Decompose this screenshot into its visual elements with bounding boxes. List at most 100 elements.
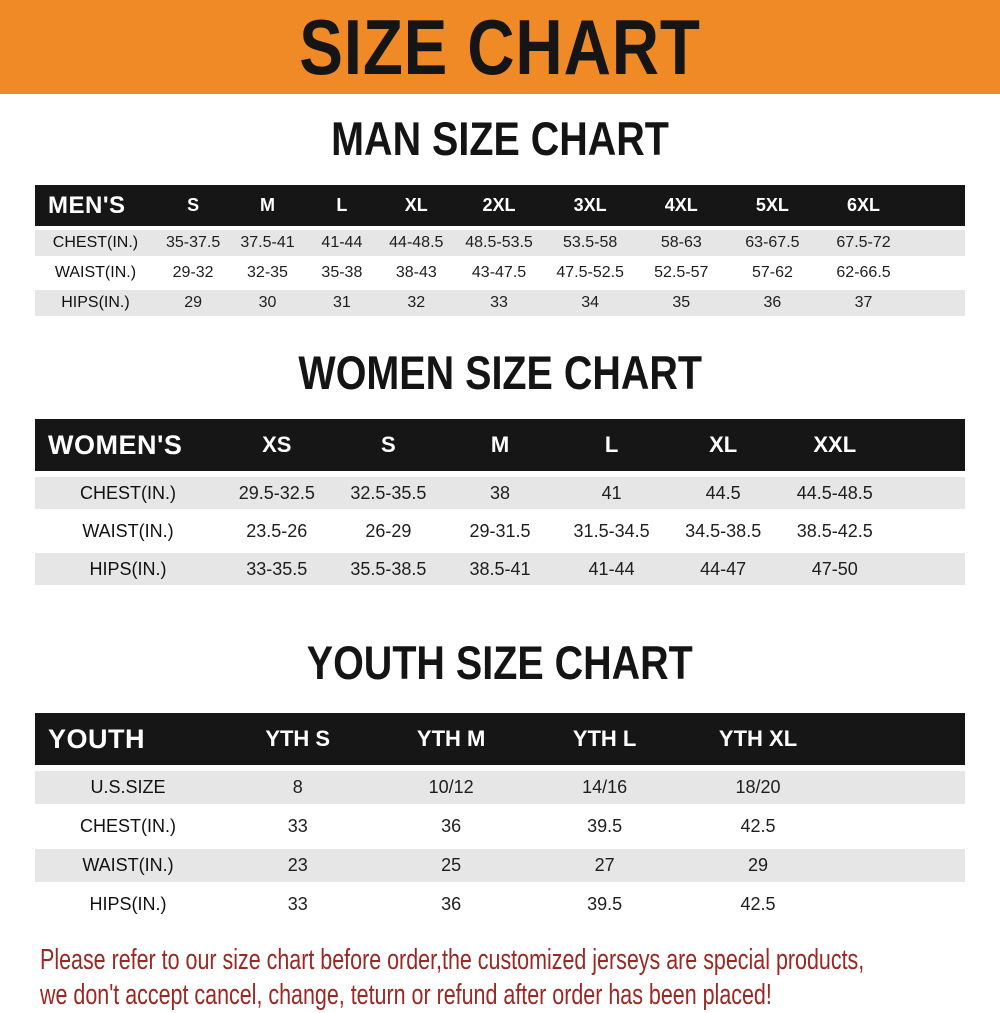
- size-value-cell: 29-31.5: [444, 515, 556, 547]
- size-value-cell: 39.5: [527, 810, 682, 843]
- size-value-cell: 35: [635, 290, 727, 316]
- row-label: CHEST(IN.): [35, 230, 156, 256]
- size-value-cell: 23.5-26: [221, 515, 333, 547]
- size-value-cell: 8: [221, 771, 375, 804]
- column-header: XXL: [778, 419, 891, 471]
- size-value-cell: 33: [453, 290, 545, 316]
- row-label: HIPS(IN.): [35, 888, 221, 921]
- size-value-cell: 47.5-52.5: [544, 260, 636, 286]
- column-header: S: [155, 185, 231, 226]
- size-value-cell: 35.5-38.5: [332, 553, 445, 585]
- size-value-cell: 43-47.5: [453, 260, 545, 286]
- row-label: HIPS(IN.): [35, 290, 156, 316]
- page-title: SIZE CHART: [299, 3, 701, 91]
- column-header: 3XL: [544, 185, 636, 226]
- column-header: L: [304, 185, 380, 226]
- corner-label: YOUTH: [35, 713, 221, 765]
- size-value-cell: 18/20: [681, 771, 835, 804]
- row-filler: [909, 260, 965, 286]
- row-label: WAIST(IN.): [35, 260, 156, 286]
- row-filler: [834, 771, 965, 804]
- row-filler: [890, 553, 965, 585]
- size-value-cell: 52.5-57: [635, 260, 727, 286]
- size-value-cell: 48.5-53.5: [453, 230, 545, 256]
- column-header: YTH L: [527, 713, 682, 765]
- column-header: XL: [379, 185, 454, 226]
- size-value-cell: 29-32: [155, 260, 231, 286]
- size-value-cell: 38.5-42.5: [778, 515, 891, 547]
- size-value-cell: 38-43: [379, 260, 454, 286]
- size-value-cell: 29: [155, 290, 231, 316]
- size-value-cell: 44.5-48.5: [778, 477, 891, 509]
- size-value-cell: 67.5-72: [817, 230, 910, 256]
- women-size-chart-heading: WOMEN SIZE CHART: [298, 346, 702, 399]
- size-value-cell: 36: [374, 888, 528, 921]
- footer-note: Please refer to our size chart before or…: [40, 943, 1000, 1013]
- size-value-cell: 42.5: [681, 810, 835, 843]
- size-value-cell: 27: [527, 849, 682, 882]
- table-row: WAIST(IN.) 23 25 27 29: [35, 849, 965, 882]
- column-header: 5XL: [726, 185, 818, 226]
- size-value-cell: 44.5: [667, 477, 779, 509]
- size-value-cell: 44-48.5: [379, 230, 454, 256]
- size-value-cell: 41-44: [555, 553, 668, 585]
- table-row: HIPS(IN.) 33 36 39.5 42.5: [35, 888, 965, 921]
- size-value-cell: 33-35.5: [221, 553, 333, 585]
- column-header: M: [230, 185, 305, 226]
- corner-label: WOMEN'S: [35, 419, 221, 471]
- size-value-cell: 34: [544, 290, 636, 316]
- size-value-cell: 38: [444, 477, 556, 509]
- size-value-cell: 41: [555, 477, 668, 509]
- size-value-cell: 36: [374, 810, 528, 843]
- row-label: CHEST(IN.): [35, 810, 221, 843]
- column-header: 4XL: [635, 185, 727, 226]
- size-value-cell: 14/16: [527, 771, 682, 804]
- size-value-cell: 44-47: [667, 553, 779, 585]
- size-value-cell: 26-29: [332, 515, 445, 547]
- size-value-cell: 32-35: [230, 260, 305, 286]
- column-header: M: [444, 419, 556, 471]
- column-header: XL: [667, 419, 779, 471]
- size-value-cell: 33: [221, 810, 375, 843]
- column-header: S: [332, 419, 445, 471]
- column-header: YTH XL: [681, 713, 835, 765]
- size-value-cell: 63-67.5: [726, 230, 818, 256]
- size-value-cell: 57-62: [726, 260, 818, 286]
- women-size-table: WOMEN'S XS S M L XL XXL CHEST(IN.) 29.5-32.5 32.5…: [35, 413, 965, 591]
- table-row: U.S.SIZE 8 10/12 14/16 18/20: [35, 771, 965, 804]
- row-filler: [834, 810, 965, 843]
- column-header: YTH M: [374, 713, 528, 765]
- man-size-chart-heading: MAN SIZE CHART: [331, 112, 669, 165]
- size-value-cell: 62-66.5: [817, 260, 910, 286]
- size-value-cell: 29: [681, 849, 835, 882]
- table-row: CHEST(IN.) 29.5-32.5 32.5-35.5 38 41 44.5 44.5…: [35, 477, 965, 509]
- size-value-cell: 32: [379, 290, 454, 316]
- size-value-cell: 23: [221, 849, 375, 882]
- size-value-cell: 37.5-41: [230, 230, 305, 256]
- size-value-cell: 10/12: [374, 771, 528, 804]
- footer-note-line-1: Please refer to our size chart before or…: [40, 944, 865, 976]
- row-filler: [909, 230, 965, 256]
- size-value-cell: 29.5-32.5: [221, 477, 333, 509]
- size-value-cell: 58-63: [635, 230, 727, 256]
- size-value-cell: 53.5-58: [544, 230, 636, 256]
- table-row: CHEST(IN.) 33 36 39.5 42.5: [35, 810, 965, 843]
- table-row: WAIST(IN.) 23.5-26 26-29 29-31.5 31.5-34.5 34…: [35, 515, 965, 547]
- size-value-cell: 42.5: [681, 888, 835, 921]
- row-label: WAIST(IN.): [35, 849, 221, 882]
- row-label: HIPS(IN.): [35, 553, 221, 585]
- table-row: HIPS(IN.) 29 30 31 32 33 34 35 36 37: [35, 290, 965, 316]
- table-row: HIPS(IN.) 33-35.5 35.5-38.5 38.5-41 41-44 44-…: [35, 553, 965, 585]
- footer-note-line-2: we don't accept cancel, change, teturn o…: [40, 979, 772, 1011]
- table-row: WAIST(IN.) 29-32 32-35 35-38 38-43 43-47.5 47.…: [35, 260, 965, 286]
- header-row: WOMEN'S XS S M L XL XXL: [35, 419, 965, 471]
- column-header: 6XL: [817, 185, 910, 226]
- header-filler: [890, 419, 965, 471]
- row-label: WAIST(IN.): [35, 515, 221, 547]
- youth-size-table: YOUTH YTH S YTH M YTH L YTH XL U.S.SIZE 8 10/12…: [35, 707, 965, 927]
- size-value-cell: 35-37.5: [155, 230, 231, 256]
- size-value-cell: 31: [304, 290, 380, 316]
- header-row: MEN'S S M L XL 2XL 3XL 4XL 5XL 6XL: [35, 185, 965, 226]
- row-filler: [890, 515, 965, 547]
- size-value-cell: 33: [221, 888, 375, 921]
